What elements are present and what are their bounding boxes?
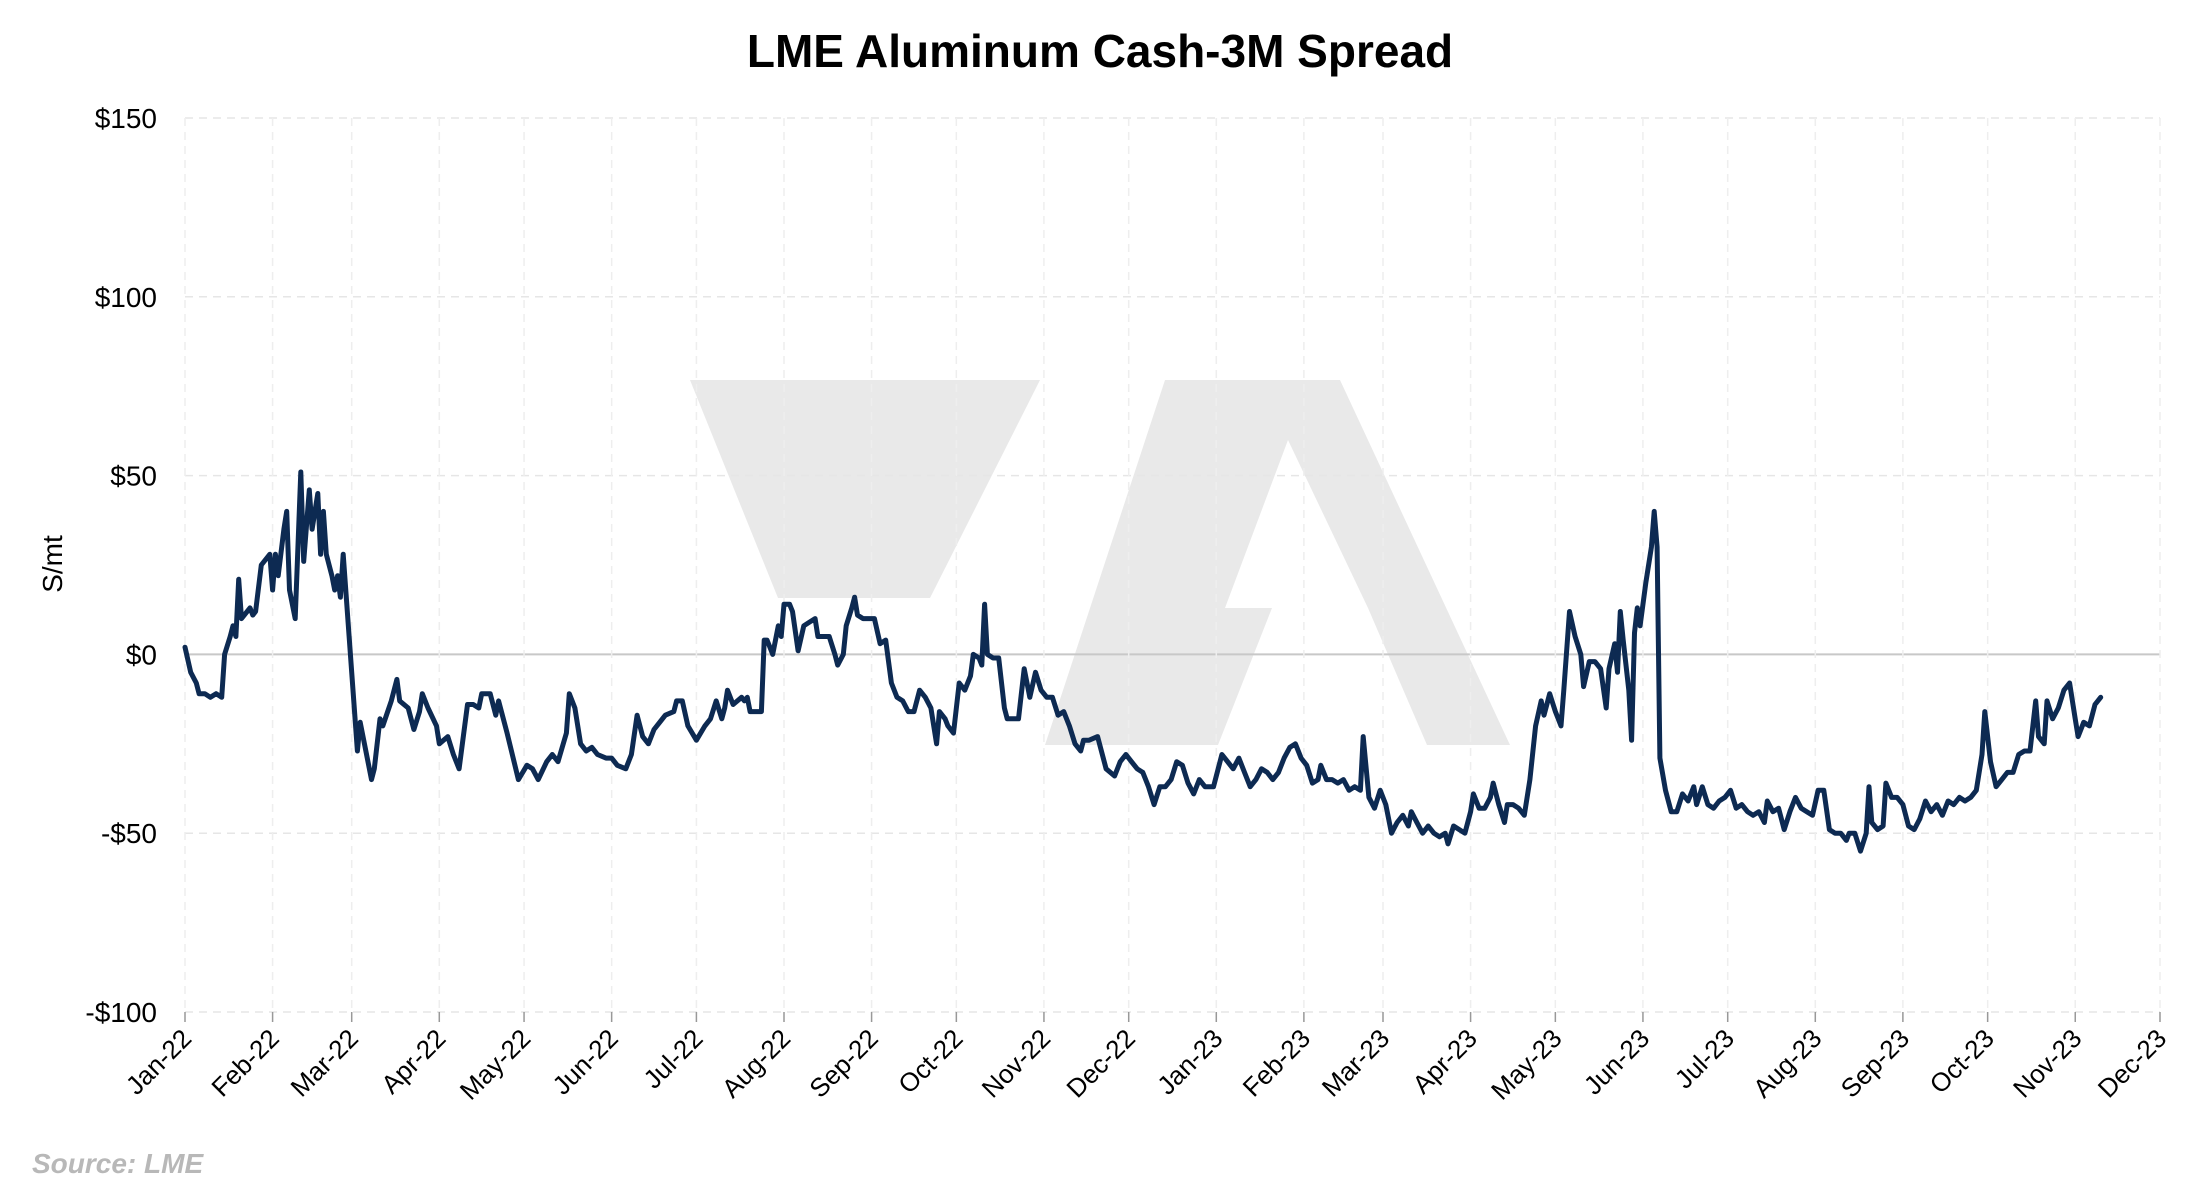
- x-tick-label: Dec-23: [2092, 1023, 2172, 1103]
- x-tick-label: Feb-22: [205, 1023, 284, 1102]
- x-tick-label: Jul-22: [637, 1023, 708, 1094]
- x-tick-label: Feb-23: [1237, 1023, 1316, 1102]
- logo-watermark-icon: [690, 380, 1510, 745]
- x-tick-label: Oct-22: [892, 1023, 968, 1099]
- y-axis: $150 $100 $50 $0 -$50 -$100: [85, 103, 157, 1028]
- x-tick-label: Oct-23: [1923, 1023, 1999, 1099]
- x-tick-label: Sep-23: [1835, 1023, 1915, 1103]
- x-tick-label: Aug-22: [716, 1023, 796, 1103]
- y-tick-label: $100: [95, 282, 157, 313]
- source-note: Source: LME: [32, 1148, 204, 1179]
- x-tick-label: Sep-22: [803, 1023, 883, 1103]
- x-tick-label: Apr-23: [1406, 1023, 1482, 1099]
- x-tick-label: Jun-23: [1578, 1023, 1655, 1100]
- chart-title: LME Aluminum Cash-3M Spread: [746, 25, 1454, 77]
- x-tick-label: Nov-23: [2007, 1023, 2087, 1103]
- y-tick-label: $150: [95, 103, 157, 134]
- x-tick-label: May-22: [454, 1023, 537, 1106]
- x-tick-label: Aug-23: [1747, 1023, 1827, 1103]
- y-tick-label: $0: [126, 639, 157, 670]
- x-tick-label: Nov-22: [976, 1023, 1056, 1103]
- series-layer: [182, 469, 2104, 854]
- x-tick-label: Jan-23: [1151, 1023, 1228, 1100]
- x-axis: Jan-22 Feb-22 Mar-22 Apr-22 May-22 Jun-22 Jul-…: [120, 1012, 2172, 1106]
- x-tick-label: Dec-22: [1060, 1023, 1140, 1103]
- y-axis-label: S/mt: [37, 535, 68, 593]
- x-tick-label: Apr-22: [375, 1023, 451, 1099]
- x-tick-label: May-23: [1485, 1023, 1568, 1106]
- x-tick-label: Mar-22: [284, 1023, 363, 1102]
- y-tick-label: -$50: [101, 818, 157, 849]
- x-tick-label: Mar-23: [1316, 1023, 1395, 1102]
- x-tick-label: Jan-22: [120, 1023, 197, 1100]
- x-tick-label: Jun-22: [546, 1023, 623, 1100]
- y-tick-label: $50: [110, 461, 157, 492]
- series-line: [182, 469, 2104, 854]
- y-tick-label: -$100: [85, 997, 157, 1028]
- x-tick-label: Jul-23: [1669, 1023, 1740, 1094]
